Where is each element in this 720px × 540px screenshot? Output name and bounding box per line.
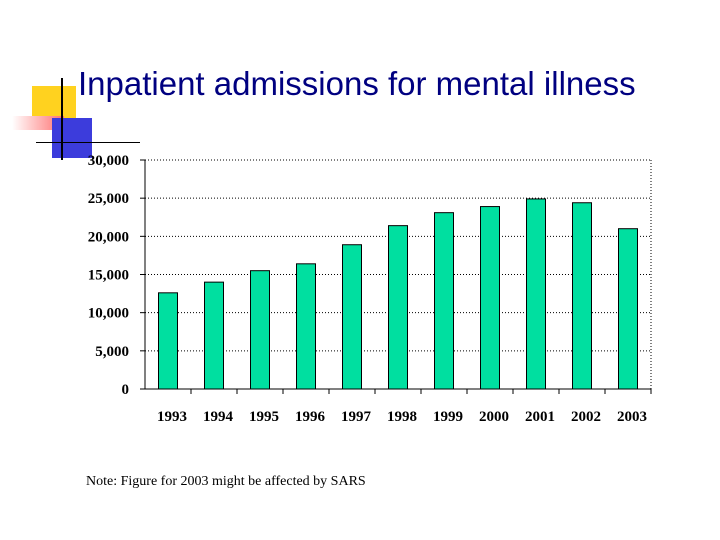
bar-1996 <box>296 263 316 390</box>
x-tick-label: 2000 <box>479 409 509 425</box>
bar-2002 <box>572 202 592 390</box>
y-tick-label: 20,000 <box>88 229 129 245</box>
chart-note: Note: Figure for 2003 might be affected … <box>86 474 366 489</box>
x-tick-label: 1993 <box>157 409 187 425</box>
x-tick-label: 1995 <box>249 409 279 425</box>
x-tick-label: 2001 <box>525 409 555 425</box>
deco-pink-bar <box>12 116 64 130</box>
bar-1993 <box>158 292 178 390</box>
slide-title: Inpatient admissions for mental illness <box>78 65 636 102</box>
x-tick-label: 1999 <box>433 409 463 425</box>
bar-2000 <box>480 206 500 390</box>
axis-layer <box>140 159 652 394</box>
bar-1997 <box>342 244 362 390</box>
deco-vertical-line <box>61 78 63 160</box>
y-tick-label: 30,000 <box>88 153 129 169</box>
x-tick-label: 1997 <box>341 409 372 425</box>
bar-2003 <box>618 228 638 390</box>
bar-1994 <box>204 281 224 390</box>
y-tick-label: 0 <box>122 382 130 398</box>
bar-1999 <box>434 212 454 390</box>
y-tick-label: 10,000 <box>88 306 129 322</box>
x-tick-label: 1998 <box>387 409 417 425</box>
bar-1995 <box>250 270 270 390</box>
y-tick-label: 25,000 <box>88 191 129 207</box>
deco-horizontal-line <box>36 142 140 143</box>
bar-2001 <box>526 198 546 390</box>
x-tick-label: 1996 <box>295 409 326 425</box>
deco-blue-square <box>52 118 92 158</box>
x-tick-label: 1994 <box>203 409 234 425</box>
x-tick-label: 2003 <box>617 409 647 425</box>
y-tick-label: 5,000 <box>95 344 129 360</box>
bar-layer <box>158 198 638 390</box>
label-layer: 0 5,000 10,000 15,000 20,000 25,000 30,000 1993… <box>88 153 647 425</box>
y-tick-label: 15,000 <box>88 268 129 284</box>
bar-1998 <box>388 225 408 390</box>
x-tick-label: 2002 <box>571 409 601 425</box>
